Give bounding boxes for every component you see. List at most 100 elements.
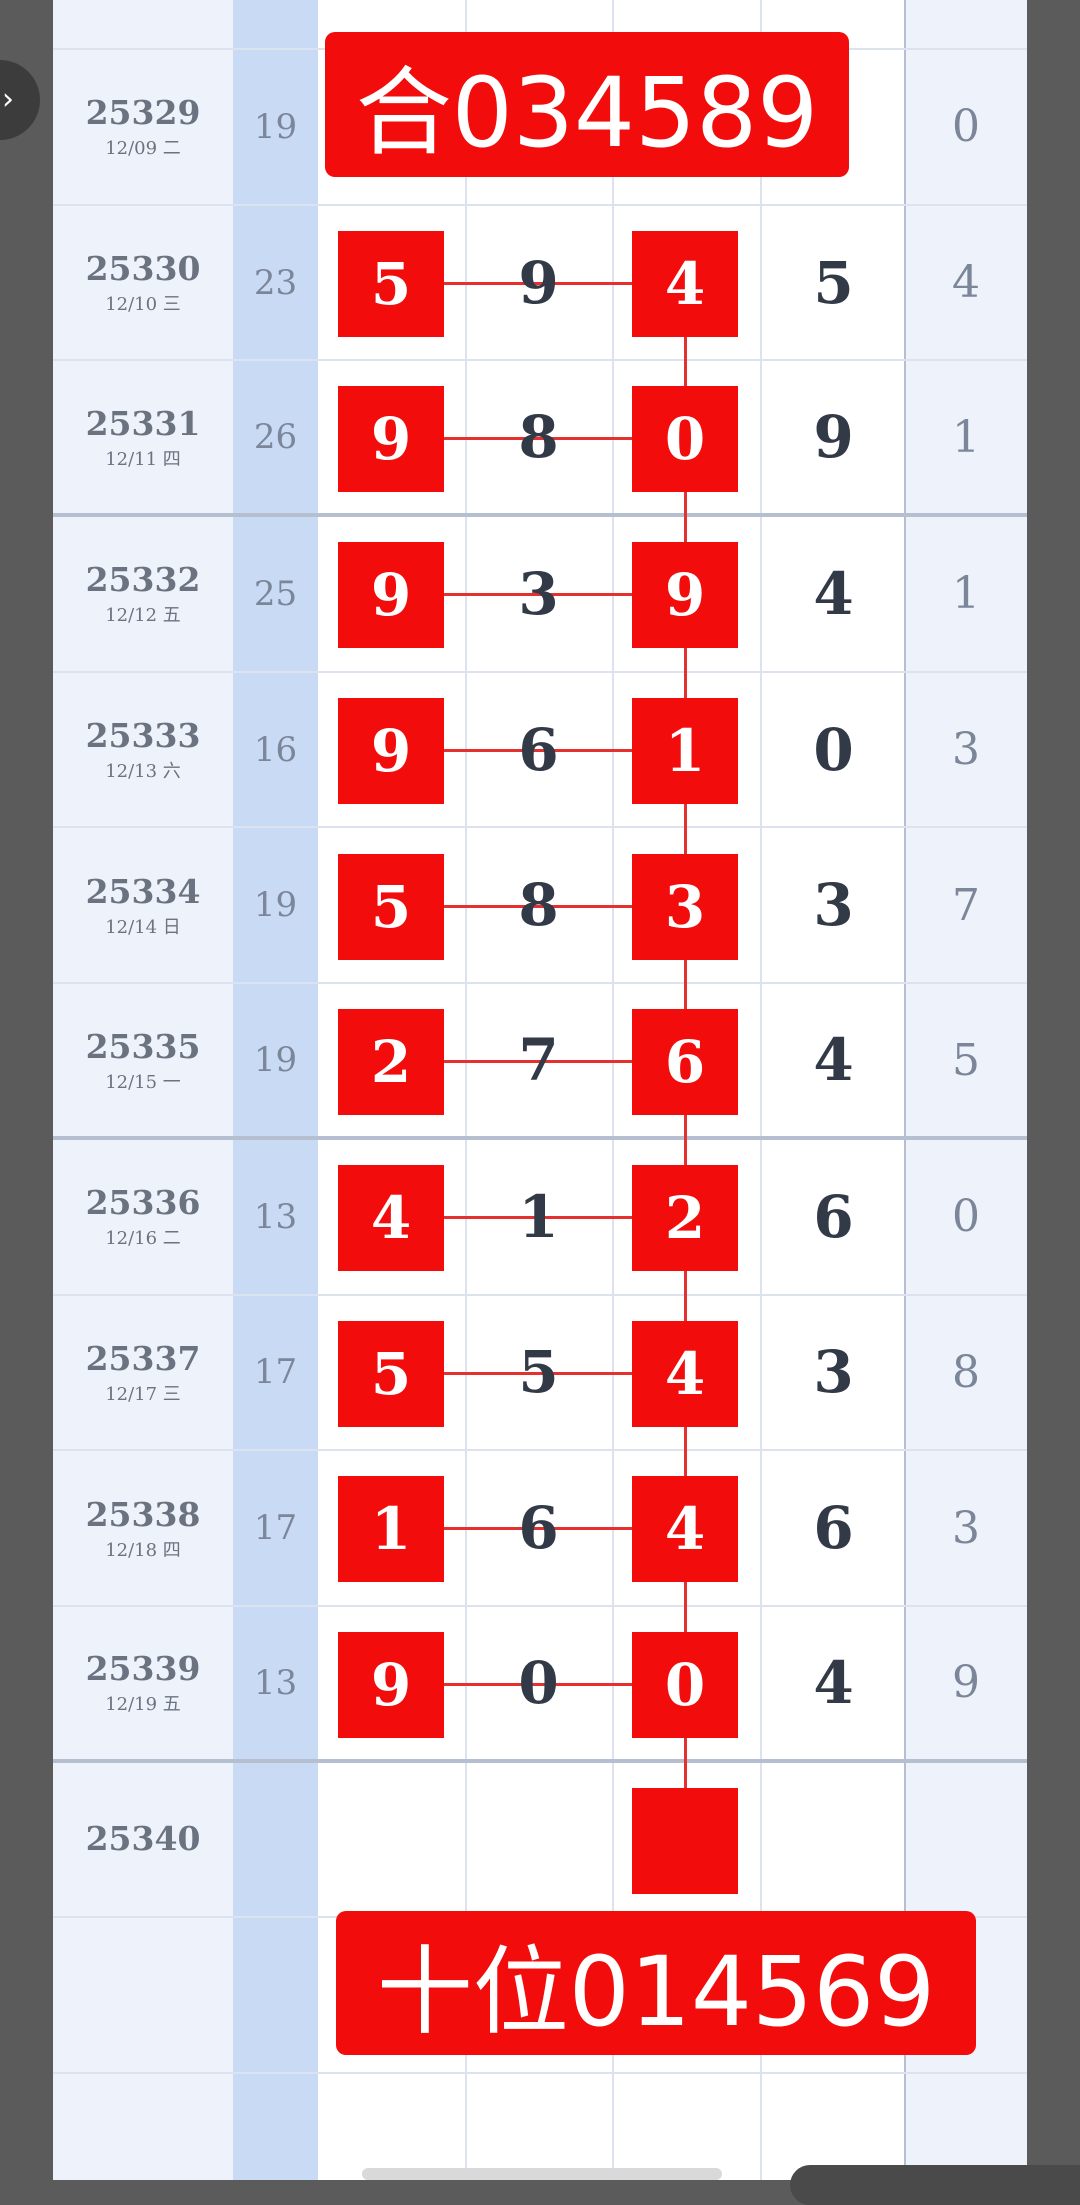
digit-cell: 3 (813, 871, 854, 940)
issue-date: 12/11 四 (105, 448, 181, 470)
issue-date: 12/17 三 (105, 1383, 181, 1405)
table-row: 25333 12/13 六 16 9 6 1 0 3 (53, 647, 1027, 829)
marked-digit: 2 (338, 1009, 444, 1116)
marked-digit: 0 (632, 386, 738, 493)
scrollbar-handle[interactable] (362, 2168, 722, 2180)
issue-number: 25332 (85, 560, 201, 600)
sum-column-bg (233, 0, 318, 2180)
connector-line (444, 1371, 632, 1375)
issue-cell: 25334 12/14 日 (53, 829, 233, 983)
digit-cell: 0 (518, 1648, 559, 1717)
issue-date: 12/15 一 (105, 1071, 181, 1093)
marked-digit: 5 (338, 1320, 444, 1427)
issue-date: 12/18 四 (105, 1539, 181, 1561)
digit-cell: 9 (518, 248, 559, 317)
issue-number: 25329 (85, 93, 201, 133)
sum-cell: 17 (253, 1508, 298, 1549)
sum-cell (233, 1763, 318, 1917)
marked-digit: 9 (338, 697, 444, 804)
issue-date: 12/14 日 (105, 916, 181, 938)
connector-line (684, 1270, 687, 1321)
issue-cell: 25336 12/16 二 (53, 1140, 233, 1294)
marked-digit: 9 (338, 542, 444, 649)
marked-digit: 1 (338, 1476, 444, 1583)
digit-cell: 3 (518, 559, 559, 628)
column-divider (465, 0, 467, 2180)
issue-number: 25331 (85, 403, 201, 443)
column-divider (904, 0, 906, 2180)
digit-cell: 3 (813, 1338, 854, 1407)
issue-cell: 25330 12/10 三 (53, 206, 233, 360)
connector-line (684, 336, 687, 387)
digit-cell: 8 (518, 871, 559, 940)
digit-cell: 1 (518, 1182, 559, 1251)
connector-line (444, 281, 632, 285)
sum-cell: 19 (253, 885, 298, 926)
issue-cell (53, 1918, 233, 2072)
connector-line (684, 1114, 687, 1165)
digit-cell: 6 (813, 1494, 854, 1563)
marked-digit: 5 (338, 853, 444, 960)
span-cell: 8 (952, 1346, 980, 1398)
digit-cell: 5 (813, 248, 854, 317)
span-cell (905, 1763, 1027, 1917)
issue-number: 25336 (85, 1183, 201, 1223)
chevron-right-icon: › (2, 82, 14, 117)
connector-line (444, 1527, 632, 1531)
issue-date: 12/13 六 (105, 761, 181, 783)
table-row: 25340 (53, 1737, 1027, 1919)
span-cell: 0 (952, 1191, 980, 1243)
connector-line (444, 904, 632, 908)
connector-line (444, 748, 632, 752)
digit-cell: 0 (813, 715, 854, 784)
issue-cell: 25339 12/19 五 (53, 1607, 233, 1759)
table-row: 25334 12/14 日 19 5 8 3 3 7 (53, 803, 1027, 985)
issue-number: 25330 (85, 249, 201, 289)
issue-number: 25335 (85, 1026, 201, 1066)
sum-cell: 13 (253, 1196, 298, 1237)
span-cell: 1 (952, 411, 980, 463)
connector-line (444, 437, 632, 441)
sum-cell: 16 (253, 729, 298, 770)
digit-cell: 8 (518, 403, 559, 472)
issue-cell: 25329 12/09 二 (53, 50, 233, 204)
table-row: 25329 12/09 二 19 0 (53, 50, 1027, 206)
issue-number: 25334 (85, 871, 201, 911)
sum-cell: 23 (253, 262, 298, 303)
connector-line (684, 647, 687, 698)
issue-number: 25340 (85, 1819, 201, 1859)
table-row: 25337 12/17 三 17 5 5 4 3 8 (53, 1270, 1027, 1452)
marked-digit: 9 (338, 1632, 444, 1738)
table-row: 25336 12/16 二 13 4 1 2 6 0 (53, 1114, 1027, 1296)
sum-cell: 26 (253, 417, 298, 458)
floating-bar (790, 2165, 1080, 2205)
connector-line (444, 1060, 632, 1064)
marked-digit: 9 (338, 386, 444, 493)
column-divider (612, 0, 614, 2180)
issue-cell: 25333 12/13 六 (53, 673, 233, 827)
digit-cell (318, 1763, 465, 1917)
span-column-bg (905, 0, 1027, 2180)
marked-digit: 4 (632, 230, 738, 337)
digit-cell: 7 (518, 1026, 559, 1095)
issue-cell: 25331 12/11 四 (53, 361, 233, 513)
digit-cell: 4 (813, 559, 854, 628)
back-button[interactable]: › (0, 60, 40, 140)
digit-cell: 5 (518, 1338, 559, 1407)
issue-date: 12/16 二 (105, 1228, 181, 1250)
issue-date: 12/19 五 (105, 1694, 181, 1716)
span-cell: 0 (952, 101, 980, 153)
issue-date: 12/12 五 (105, 605, 181, 627)
span-cell: 1 (952, 568, 980, 620)
sum-cell (233, 1918, 318, 2072)
connector-line (684, 803, 687, 854)
issue-number: 25339 (85, 1649, 201, 1689)
marked-digit: 9 (632, 542, 738, 649)
connector-line (684, 1582, 687, 1632)
connector-line (444, 1683, 632, 1686)
issue-number: 25337 (85, 1338, 201, 1378)
issue-cell: 25332 12/12 五 (53, 517, 233, 671)
marked-digit: 4 (632, 1320, 738, 1427)
issue-column-bg (53, 0, 233, 2180)
table-row: 25338 12/18 四 17 1 6 4 6 3 (53, 1426, 1027, 1607)
